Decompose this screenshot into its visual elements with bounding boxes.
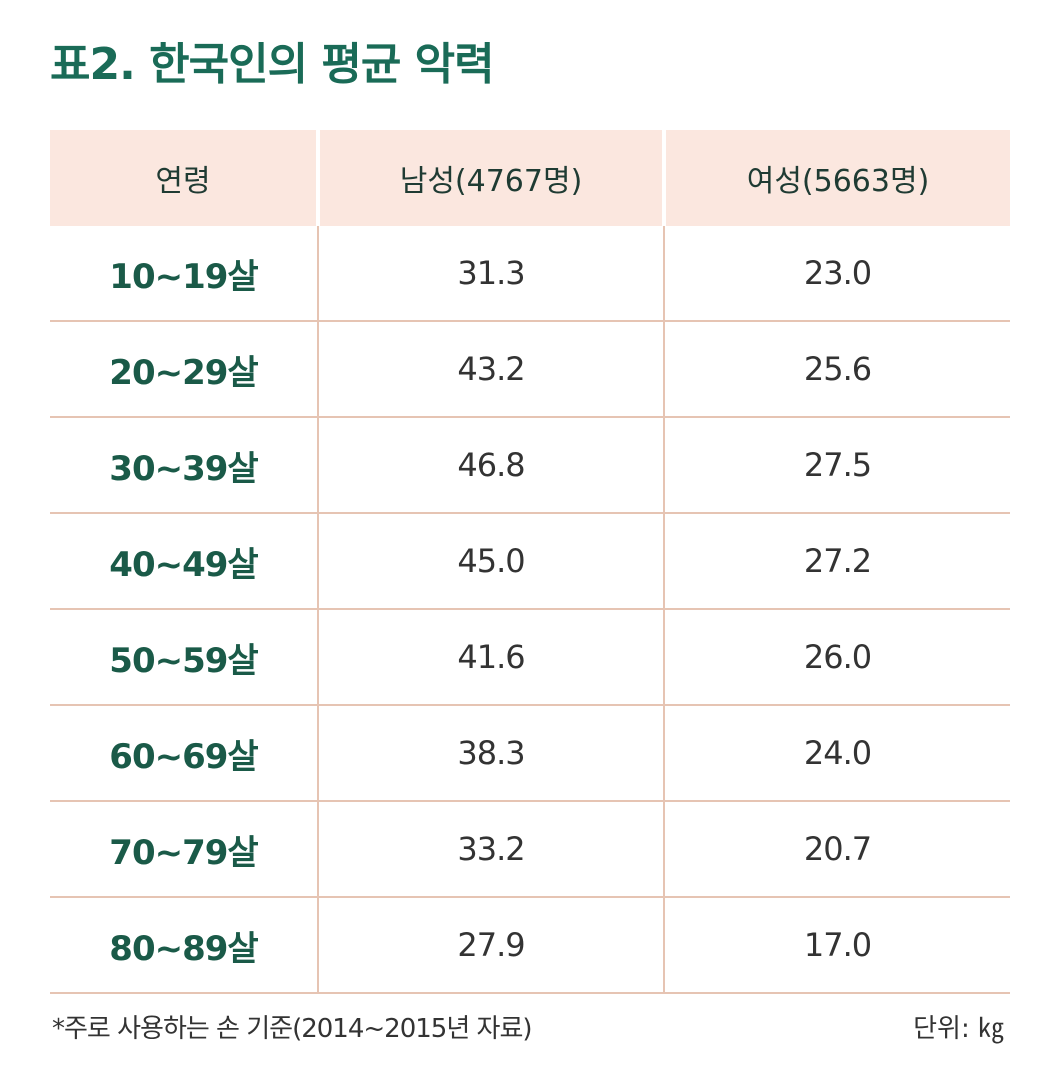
female-value-cell: 24.0 <box>663 704 1010 801</box>
table-row: 30~39살 46.8 27.5 <box>50 416 1010 513</box>
age-cell: 40~49살 <box>50 512 318 609</box>
page-title: 표2. 한국인의 평균 악력 <box>50 39 495 90</box>
table-row: 70~79살 33.2 20.7 <box>50 800 1010 897</box>
female-value-cell: 17.0 <box>663 896 1010 994</box>
female-value-cell: 23.0 <box>663 226 1010 321</box>
female-value-cell: 27.2 <box>663 512 1010 609</box>
male-value-cell: 33.2 <box>317 800 664 897</box>
age-cell: 70~79살 <box>50 800 318 897</box>
grip-strength-table: 연령 남성(4767명) 여성(5663명) 10~19살 31.3 23.0 … <box>50 130 1010 994</box>
table-row: 40~49살 45.0 27.2 <box>50 512 1010 609</box>
unit-label: 단위: ㎏ <box>913 1014 1004 1044</box>
male-value-cell: 46.8 <box>317 416 664 513</box>
male-value-cell: 27.9 <box>317 896 664 994</box>
female-value-cell: 20.7 <box>663 800 1010 897</box>
female-value-cell: 25.6 <box>663 320 1010 417</box>
table-row: 80~89살 27.9 17.0 <box>50 896 1010 994</box>
table-header-row: 연령 남성(4767명) 여성(5663명) <box>50 130 1010 226</box>
table-row: 50~59살 41.6 26.0 <box>50 608 1010 705</box>
age-cell: 60~69살 <box>50 704 318 801</box>
male-value-cell: 41.6 <box>317 608 664 705</box>
age-cell: 20~29살 <box>50 320 318 417</box>
footnote: *주로 사용하는 손 기준(2014~2015년 자료) <box>52 1014 533 1044</box>
table-row: 60~69살 38.3 24.0 <box>50 704 1010 801</box>
age-cell: 80~89살 <box>50 896 318 994</box>
table-row: 20~29살 43.2 25.6 <box>50 320 1010 417</box>
age-cell: 10~19살 <box>109 256 258 297</box>
header-age: 연령 <box>50 130 318 226</box>
male-value-cell: 38.3 <box>317 704 664 801</box>
age-cell: 30~39살 <box>50 416 318 513</box>
female-value-cell: 27.5 <box>663 416 1010 513</box>
male-value-cell: 31.3 <box>317 226 664 321</box>
header-male: 남성(4767명) <box>316 130 664 226</box>
table-row: 10~19살 31.3 23.0 <box>50 226 1010 321</box>
male-value-cell: 45.0 <box>317 512 664 609</box>
age-cell: 50~59살 <box>50 608 318 705</box>
female-value-cell: 26.0 <box>663 608 1010 705</box>
male-value-cell: 43.2 <box>317 320 664 417</box>
header-female: 여성(5663명) <box>662 130 1010 226</box>
